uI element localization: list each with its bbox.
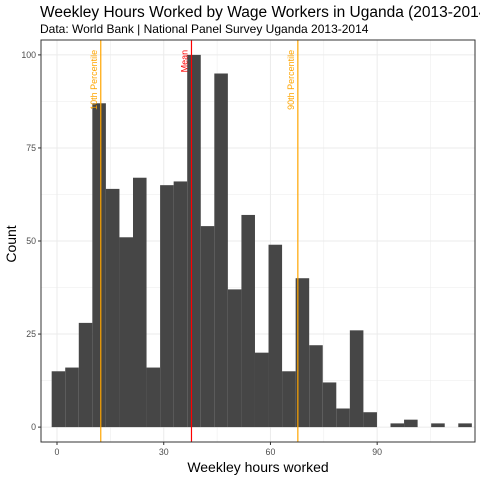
histogram-bar [458, 423, 472, 428]
histogram-bar [390, 423, 405, 428]
histogram-bar [132, 177, 147, 428]
axes: 0 30 60 90 0 25 50 75 100 [21, 50, 382, 457]
x-tick-label: 90 [372, 447, 382, 457]
histogram-bar [92, 103, 106, 428]
histogram-bar [404, 419, 418, 428]
histogram-bar [227, 289, 242, 428]
y-axis-title: Count [3, 225, 19, 262]
x-tick-label: 30 [159, 447, 169, 457]
histogram-bar [309, 345, 323, 428]
histogram-bar [51, 371, 66, 428]
histogram-bar [160, 185, 174, 428]
y-tick-label: 75 [26, 143, 36, 153]
x-tick-label: 60 [266, 447, 276, 457]
histogram-bar [214, 73, 228, 428]
y-tick-label: 100 [21, 50, 36, 60]
histogram-bar [336, 408, 350, 428]
histogram-bar [322, 382, 337, 428]
histogram-bar [282, 371, 296, 428]
histogram-bar [119, 237, 133, 428]
reference-line-label: 10th Percentile [89, 50, 99, 110]
histogram-bar [105, 188, 120, 428]
reference-line-label: 90th Percentile [286, 50, 296, 110]
histogram-bar [241, 214, 255, 428]
histogram-bars [51, 54, 472, 428]
histogram-bar [295, 278, 310, 428]
histogram-bar [431, 423, 445, 428]
histogram-bar [146, 367, 161, 428]
histogram-bar [200, 226, 215, 428]
y-tick-label: 25 [26, 329, 36, 339]
histogram-bar [268, 244, 283, 428]
histogram-bar [65, 367, 79, 428]
histogram-bar [78, 322, 93, 428]
reference-lines: 10th Percentile Mean 90th Percentile [89, 40, 299, 442]
histogram-bar [187, 54, 201, 428]
reference-line-label: Mean [179, 50, 189, 73]
y-tick-label: 50 [26, 236, 36, 246]
histogram-bar [254, 352, 269, 428]
histogram-bar [349, 330, 364, 428]
x-tick-label: 0 [55, 447, 60, 457]
chart-subtitle: Data: World Bank | National Panel Survey… [40, 22, 369, 36]
chart-title: Weekley Hours Worked by Wage Workers in … [40, 4, 480, 21]
histogram-bar [363, 412, 377, 428]
y-tick-label: 0 [31, 422, 36, 432]
x-axis-title: Weekley hours worked [187, 459, 328, 475]
histogram-bar [173, 181, 188, 428]
